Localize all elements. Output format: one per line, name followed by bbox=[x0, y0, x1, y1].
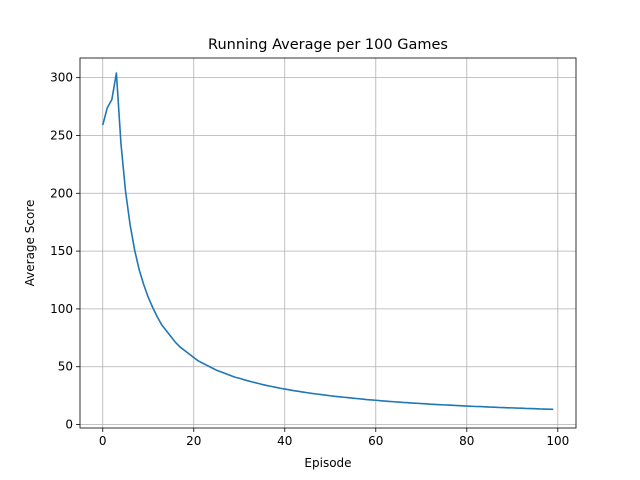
y-tick-label: 200 bbox=[50, 186, 73, 200]
y-tick-label: 100 bbox=[50, 302, 73, 316]
x-axis-label: Episode bbox=[304, 456, 351, 470]
x-tick-label: 0 bbox=[99, 434, 107, 448]
y-tick-label: 300 bbox=[50, 71, 73, 85]
x-tick-label: 20 bbox=[186, 434, 201, 448]
y-axis-label: Average Score bbox=[23, 200, 37, 287]
y-tick-labels: 0 50 100 150 200 250 300 bbox=[50, 71, 73, 432]
series-layer bbox=[101, 72, 554, 411]
series-line bbox=[101, 72, 554, 411]
chart-title: Running Average per 100 Games bbox=[208, 37, 448, 53]
y-tick-label: 50 bbox=[58, 360, 73, 374]
grid bbox=[80, 58, 576, 428]
tick-marks bbox=[76, 77, 559, 432]
plot-frame bbox=[79, 57, 577, 429]
x-tick-label: 40 bbox=[277, 434, 292, 448]
x-tick-label: 60 bbox=[368, 434, 383, 448]
y-tick-label: 150 bbox=[50, 244, 73, 258]
y-tick-label: 250 bbox=[50, 128, 73, 142]
x-tick-label: 80 bbox=[459, 434, 474, 448]
x-tick-labels: 0 20 40 60 80 100 bbox=[99, 434, 569, 448]
x-tick-label: 100 bbox=[546, 434, 569, 448]
y-tick-label: 0 bbox=[65, 418, 73, 432]
